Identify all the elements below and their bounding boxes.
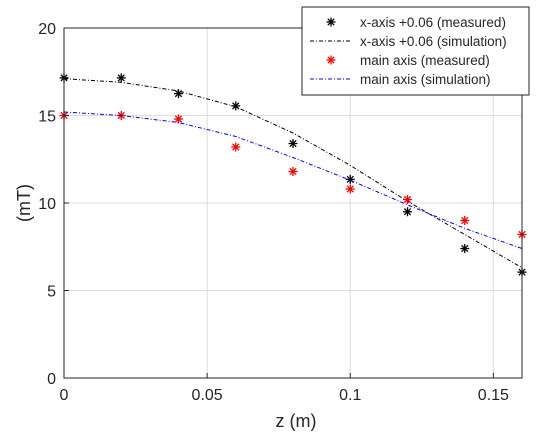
plot-series xyxy=(59,73,527,277)
x-tick-label: 0.05 xyxy=(192,387,223,404)
series-2-point xyxy=(403,195,412,204)
legend: x-axis +0.06 (measured) x-axis +0.06 (sim… xyxy=(301,6,530,96)
legend-marker-0 xyxy=(326,17,336,27)
series-0-point xyxy=(174,89,183,99)
legend-label-0: x-axis +0.06 (measured) xyxy=(360,15,506,30)
tick-labels: 0 0.05 0.1 0.15 0 5 10 15 20 xyxy=(38,21,509,404)
y-tick-label: 10 xyxy=(38,196,56,213)
series-line-3 xyxy=(63,111,523,249)
legend-label-3: main axis (simulation) xyxy=(360,72,491,87)
series-line-1 xyxy=(63,78,523,269)
series-0-point xyxy=(460,244,470,253)
series-0-point xyxy=(345,174,355,184)
series-2-point xyxy=(231,142,241,152)
x-tick-label: 0 xyxy=(60,387,69,404)
x-tick-label: 0.15 xyxy=(478,387,509,404)
series-2-point xyxy=(460,216,470,225)
x-axis-label: z (m) xyxy=(276,411,317,431)
legend-label-2: main axis (measured) xyxy=(360,53,490,68)
legend-marker-2 xyxy=(326,55,336,65)
y-axis-label: (mT) xyxy=(14,184,34,222)
y-tick-label: 20 xyxy=(38,21,56,38)
y-tick-label: 5 xyxy=(47,284,56,301)
series-0-point xyxy=(116,73,126,83)
y-tick-label: 15 xyxy=(38,109,56,126)
x-tick-label: 0.1 xyxy=(339,387,361,404)
series-0-point xyxy=(288,139,298,148)
axes xyxy=(63,27,523,379)
series-0-point xyxy=(403,207,412,217)
y-tick-label: 0 xyxy=(47,371,56,388)
series-2-point xyxy=(345,184,355,194)
legend-label-1: x-axis +0.06 (simulation) xyxy=(360,34,507,49)
series-2-point xyxy=(288,167,298,176)
legend-box xyxy=(301,6,530,96)
